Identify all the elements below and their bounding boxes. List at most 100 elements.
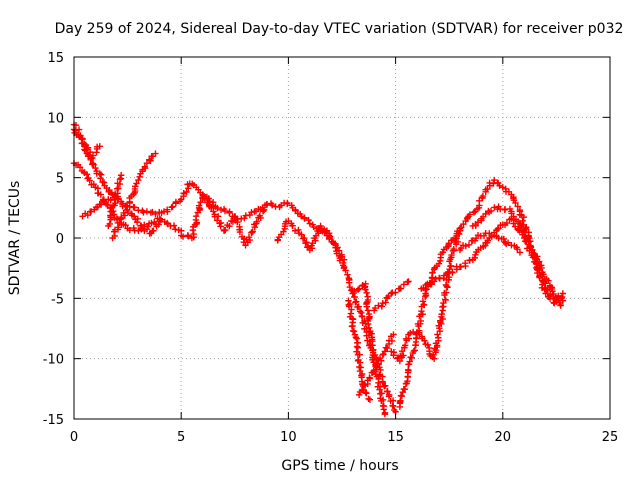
- data-point: [470, 209, 478, 216]
- data-point: [504, 239, 512, 246]
- data-point: [378, 303, 385, 310]
- data-point: [424, 341, 432, 349]
- x-tick-label: 15: [387, 430, 404, 445]
- data-point: [106, 220, 113, 228]
- data-point: [388, 290, 395, 297]
- data-point: [364, 337, 371, 344]
- data-point: [379, 299, 386, 307]
- data-point: [96, 143, 103, 150]
- data-point: [495, 234, 502, 242]
- data-point: [454, 238, 462, 246]
- data-point: [491, 176, 498, 184]
- data-point: [390, 331, 397, 338]
- data-point: [408, 354, 415, 361]
- data-point: [375, 361, 382, 368]
- data-point: [356, 363, 363, 371]
- data-point: [170, 222, 178, 229]
- data-point: [520, 229, 528, 236]
- data-point: [442, 281, 450, 289]
- data-point: [183, 188, 190, 196]
- data-point: [514, 246, 521, 253]
- data-point: [355, 391, 363, 399]
- data-point: [146, 156, 153, 163]
- data-point: [246, 236, 253, 244]
- data-point: [245, 233, 253, 241]
- data-point: [152, 210, 159, 218]
- x-tick-label: 25: [602, 430, 619, 445]
- data-point: [520, 213, 527, 221]
- series-track: [109, 150, 159, 242]
- data-point: [226, 209, 233, 217]
- data-point: [363, 289, 370, 297]
- y-tick-label: 5: [56, 172, 64, 187]
- data-point: [486, 179, 493, 187]
- data-point: [474, 219, 482, 226]
- data-point: [205, 195, 212, 202]
- data-point: [379, 402, 387, 409]
- data-point: [354, 344, 362, 351]
- data-point: [557, 302, 564, 309]
- data-point: [256, 212, 264, 220]
- data-point: [344, 271, 351, 278]
- data-point: [442, 289, 450, 296]
- data-point: [298, 231, 305, 238]
- data-point: [342, 267, 349, 274]
- data-point: [518, 224, 525, 231]
- data-point: [156, 217, 163, 225]
- data-point: [486, 230, 493, 237]
- x-tick-label: 20: [495, 430, 512, 445]
- data-point: [117, 172, 125, 179]
- data-point: [365, 395, 372, 402]
- data-point: [351, 287, 358, 295]
- data-point: [221, 207, 229, 215]
- data-point: [355, 303, 362, 310]
- data-point: [388, 337, 396, 345]
- y-tick-label: -10: [43, 353, 64, 368]
- data-point: [487, 207, 495, 215]
- data-point: [136, 173, 143, 181]
- data-point: [140, 209, 147, 216]
- data-point: [529, 254, 537, 261]
- data-point: [97, 191, 104, 198]
- data-point: [406, 358, 413, 365]
- data-point: [210, 208, 217, 215]
- data-point: [340, 256, 348, 263]
- data-point: [295, 226, 302, 234]
- y-axis-label: SDTVAR / TECUs: [7, 181, 23, 296]
- grid: [74, 57, 610, 419]
- data-point: [114, 185, 121, 193]
- series-track: [349, 280, 399, 415]
- data-point: [448, 251, 455, 259]
- data-point: [363, 390, 370, 397]
- data-point: [465, 241, 473, 249]
- y-tick-label: 10: [47, 111, 64, 126]
- x-tick-label: 10: [280, 430, 297, 445]
- x-tick-label: 5: [177, 430, 185, 445]
- data-point: [259, 207, 267, 215]
- data-point: [332, 244, 339, 251]
- series-track: [70, 126, 103, 162]
- data-point: [458, 224, 465, 231]
- data-point: [236, 228, 244, 236]
- data-point: [217, 223, 224, 230]
- data-point: [301, 215, 308, 222]
- data-point: [350, 328, 358, 335]
- data-point: [214, 213, 222, 220]
- data-point: [147, 157, 154, 164]
- data-point: [152, 150, 159, 157]
- data-point: [442, 296, 449, 304]
- data-point: [253, 218, 260, 225]
- series-track: [469, 203, 564, 309]
- data-point: [434, 331, 441, 338]
- data-point: [401, 385, 409, 393]
- data-point: [514, 203, 521, 210]
- data-point: [289, 222, 296, 229]
- data-point: [479, 192, 487, 200]
- data-point: [378, 390, 385, 397]
- data-point: [420, 301, 427, 308]
- data-point: [512, 199, 519, 207]
- data-point: [130, 213, 138, 220]
- data-point: [208, 204, 215, 212]
- data-point: [370, 346, 377, 354]
- data-point: [400, 281, 408, 288]
